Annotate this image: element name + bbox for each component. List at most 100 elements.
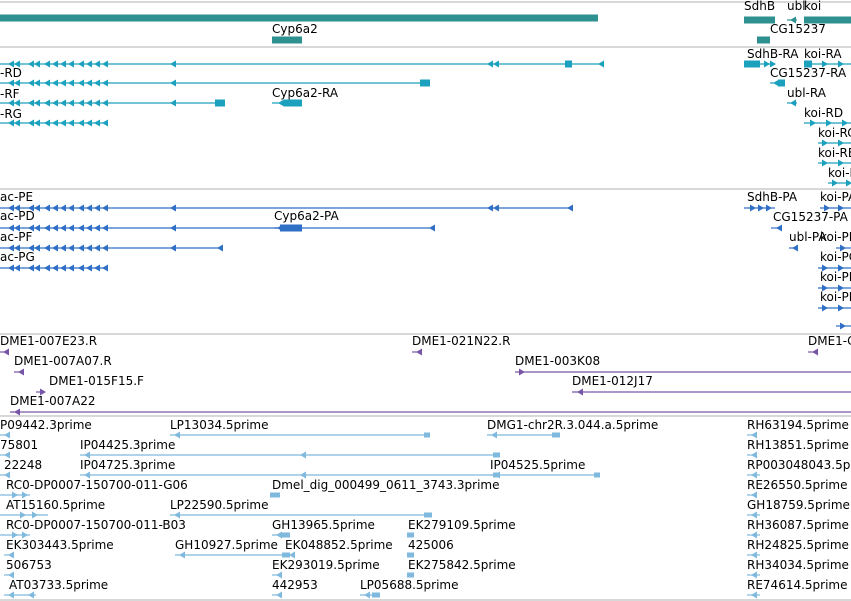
feature-label: koi-RE bbox=[828, 166, 851, 180]
feature-gene[interactable]: ubl bbox=[787, 0, 806, 24]
feature-label: GH13965.5prime bbox=[272, 518, 375, 532]
feature-est[interactable]: RC0-DP0007-150700-011-B03 bbox=[0, 518, 186, 539]
feature-est[interactable]: RE74614.5prime bbox=[747, 578, 848, 599]
track-transcript[interactable]: -RD -RF Cyp6a2-RA -RG SdhB-RA koi-RA CG15237-R… bbox=[0, 47, 851, 187]
track-protein[interactable]: ac-PE ac-PD Cyp6a2-PA ac-PF ac-PG SdhB-PA koi-… bbox=[0, 190, 851, 330]
feature-est[interactable]: LP13034.5prime bbox=[170, 418, 430, 439]
feature-protein[interactable]: Cyp6a2-PA bbox=[274, 209, 340, 232]
feature-est[interactable]: EK303443.5prime bbox=[4, 538, 114, 559]
feature-label: RE74614.5prime bbox=[747, 578, 848, 592]
arrow-left-icon bbox=[60, 79, 66, 87]
feature-transcript[interactable]: SdhB-RA bbox=[744, 47, 799, 68]
feature-est[interactable]: 75801 bbox=[0, 438, 38, 459]
feature-protein[interactable]: SdhB-PA bbox=[744, 190, 798, 212]
feature-est[interactable]: GH13965.5prime bbox=[272, 518, 375, 539]
feature-est[interactable]: LP05688.5prime bbox=[360, 578, 459, 599]
feature-est[interactable]: 22248 bbox=[0, 458, 42, 479]
feature-est[interactable]: P09442.3prime bbox=[0, 418, 92, 439]
feature-protein[interactable]: koi-PB bbox=[820, 230, 851, 252]
feature-est[interactable]: LP22590.5prime bbox=[170, 498, 432, 519]
arrow-left-icon bbox=[28, 119, 34, 127]
arrow-right-icon bbox=[810, 119, 816, 127]
feature-transcript[interactable]: koi-RD bbox=[804, 106, 851, 127]
arrow-right-icon bbox=[824, 204, 830, 212]
arrow-left-icon bbox=[34, 264, 40, 272]
feature-transcript[interactable]: CG15237-RA bbox=[770, 66, 847, 87]
feature-est[interactable]: GH18759.5prime bbox=[747, 498, 850, 519]
feature-transcript[interactable]: koi-RB bbox=[818, 146, 851, 167]
feature-est[interactable]: RH13851.5prime bbox=[747, 438, 849, 459]
arrow-left-icon bbox=[86, 60, 92, 68]
arrow-left-icon bbox=[68, 244, 74, 252]
feature-protein[interactable]: ac-PE bbox=[0, 190, 573, 212]
feature-clone[interactable]: DME1-C bbox=[808, 334, 851, 356]
feature-est[interactable]: Dmel_dig_000499_0611_3743.3prime bbox=[270, 478, 500, 498]
feature-clone[interactable]: DME1-015F15.F bbox=[36, 374, 144, 396]
arrow-left-icon bbox=[3, 348, 9, 356]
feature-clone[interactable]: DME1-003K08 bbox=[515, 354, 851, 376]
feature-est[interactable]: IP04425.3prime bbox=[80, 438, 500, 459]
feature-est[interactable]: 442953 bbox=[272, 578, 318, 599]
feature-est[interactable]: EK275842.5prime bbox=[407, 558, 516, 578]
feature-est[interactable]: RC0-DP0007-150700-011-G06 bbox=[0, 478, 188, 499]
feature-transcript[interactable]: koi-RE bbox=[828, 166, 851, 187]
feature-est[interactable]: EK293019.5prime bbox=[272, 558, 380, 579]
exon-block bbox=[778, 79, 785, 87]
feature-transcript[interactable] bbox=[0, 79, 430, 87]
feature-clone[interactable]: DME1-007A07.R bbox=[14, 354, 112, 376]
feature-protein[interactable]: ac-PD bbox=[0, 209, 435, 232]
feature-est[interactable]: 425006 bbox=[407, 538, 454, 558]
feature-est[interactable]: EK048852.5prime bbox=[285, 538, 393, 559]
feature-clone[interactable]: DME1-007E23.R bbox=[0, 334, 97, 356]
arrow-left-icon bbox=[277, 224, 283, 232]
feature-protein[interactable]: ac-PF bbox=[0, 230, 223, 252]
feature-est[interactable]: AT15160.5prime bbox=[0, 498, 105, 519]
feature-transcript[interactable]: -RF bbox=[0, 87, 225, 107]
feature-est[interactable]: IP04725.3prime bbox=[80, 458, 500, 479]
feature-est[interactable]: 506753 bbox=[4, 558, 52, 579]
feature-est[interactable]: RH63194.5prime bbox=[747, 418, 849, 439]
feature-label: koi-PA bbox=[820, 190, 851, 204]
feature-protein[interactable] bbox=[836, 322, 851, 330]
feature-gene[interactable]: koi bbox=[804, 0, 851, 24]
arrow-left-icon bbox=[217, 244, 223, 252]
feature-protein[interactable]: koi-PA bbox=[820, 190, 851, 212]
feature-clone[interactable]: DME1-007A22 bbox=[10, 394, 851, 416]
feature-gene[interactable] bbox=[0, 14, 598, 22]
feature-transcript[interactable]: -RD bbox=[0, 60, 604, 81]
feature-protein[interactable]: koi-PE bbox=[818, 290, 851, 312]
feature-transcript[interactable]: ubl-RA bbox=[787, 86, 827, 107]
arrow-left-icon bbox=[34, 60, 40, 68]
feature-est[interactable]: GH10927.5prime bbox=[175, 538, 290, 559]
feature-est[interactable]: DMG1-chr2R.3.044.a.5prime bbox=[487, 418, 658, 439]
feature-transcript[interactable]: Cyp6a2-RA bbox=[272, 86, 339, 107]
feature-transcript[interactable]: koi-RA bbox=[804, 47, 851, 68]
feature-protein[interactable]: ubl-PA bbox=[789, 230, 827, 252]
feature-protein[interactable]: koi-PC bbox=[818, 250, 851, 272]
feature-est[interactable]: EK279109.5prime bbox=[407, 518, 516, 538]
feature-est[interactable]: IP04525.5prime bbox=[490, 458, 600, 479]
feature-est[interactable]: AT03733.5prime bbox=[4, 578, 108, 599]
feature-transcript[interactable]: koi-RC bbox=[818, 126, 851, 147]
feature-clone[interactable]: DME1-021N22.R bbox=[412, 334, 510, 356]
track-clone[interactable]: DME1-007E23.R DME1-021N22.R DME1-C DME1-007… bbox=[0, 334, 851, 416]
arrow-right-icon bbox=[840, 244, 846, 252]
feature-est[interactable]: RH36087.5prime bbox=[747, 518, 849, 539]
track-est[interactable]: P09442.3prime LP13034.5prime DMG1-chr2R.3.… bbox=[0, 418, 851, 599]
feature-est[interactable]: RH24825.5prime bbox=[747, 538, 849, 559]
feature-est[interactable]: RH34034.5prime bbox=[747, 558, 849, 579]
feature-protein[interactable]: koi-PD bbox=[818, 270, 851, 292]
feature-gene[interactable]: CG15237 bbox=[757, 22, 826, 44]
feature-gene[interactable]: SdhB bbox=[744, 0, 775, 24]
feature-clone[interactable]: DME1-012J17 bbox=[572, 374, 851, 396]
arrow-left-icon bbox=[28, 60, 34, 68]
feature-protein[interactable]: ac-PG bbox=[0, 250, 108, 272]
feature-est[interactable]: RP003048043.5prime bbox=[747, 458, 851, 479]
feature-protein[interactable]: CG15237-PA bbox=[771, 210, 849, 232]
feature-transcript[interactable]: -RG bbox=[0, 107, 108, 127]
feature-est[interactable]: RE26550.5prime bbox=[747, 478, 848, 499]
feature-gene[interactable]: Cyp6a2 bbox=[272, 22, 318, 44]
